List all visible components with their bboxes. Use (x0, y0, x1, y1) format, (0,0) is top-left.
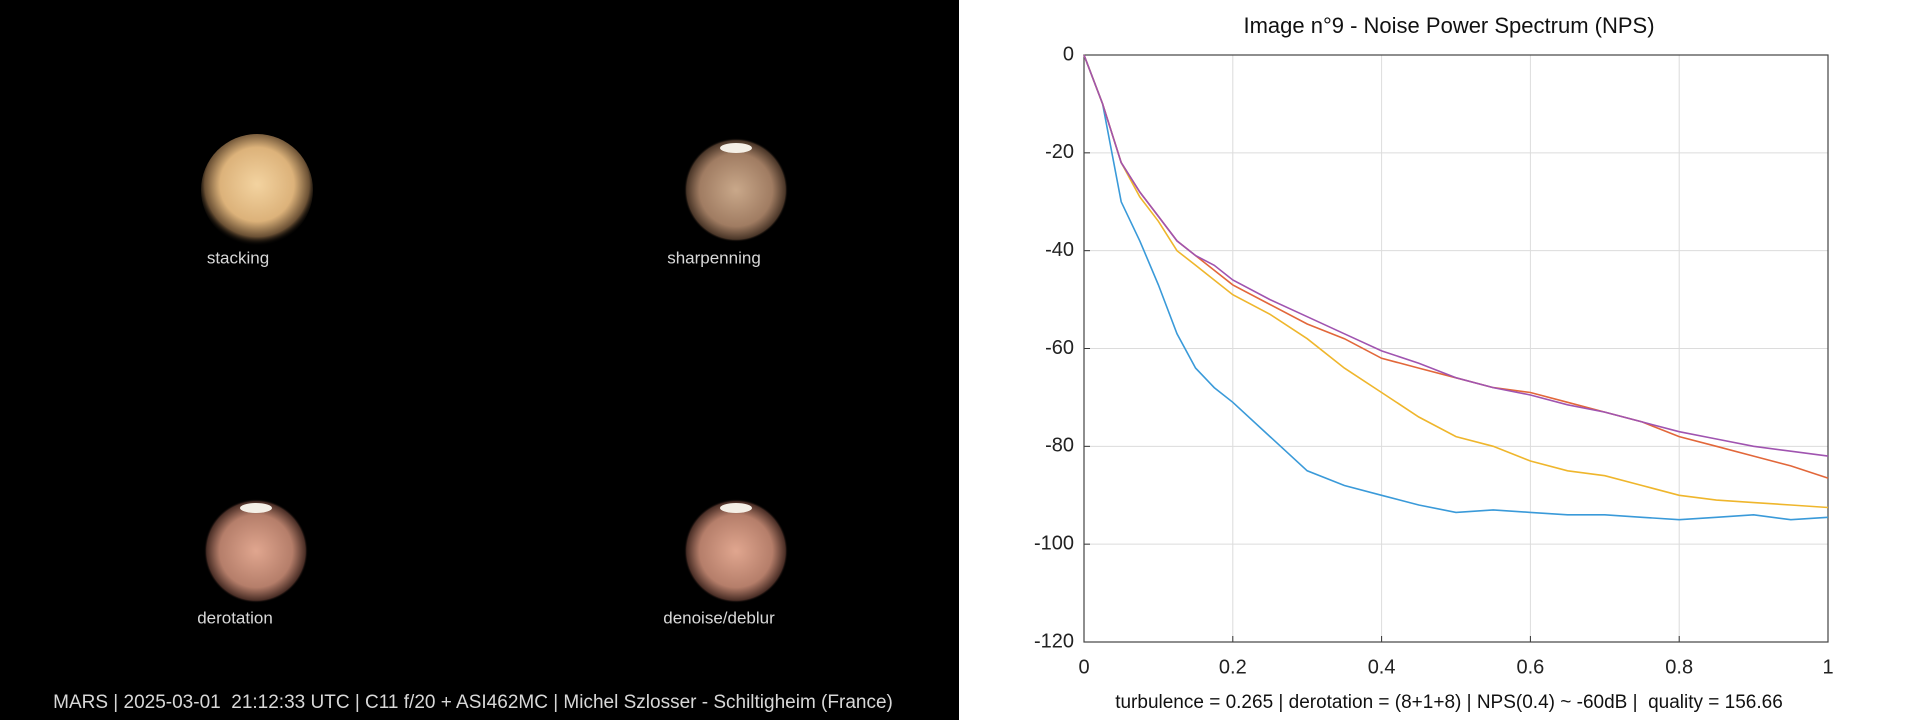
plot-frame (1083, 54, 1829, 643)
chart-panel (959, 0, 1920, 720)
x-tick-label: 0.6 (1516, 656, 1544, 678)
y-tick-label: -40 (1045, 239, 1074, 261)
planet (204, 499, 308, 603)
panel-label: denoise/deblur (663, 608, 775, 627)
planet (684, 499, 788, 603)
panel-label: sharpenning (667, 248, 761, 267)
series-line (1083, 54, 1829, 509)
y-tick-label: 0 (1063, 43, 1074, 65)
y-tick-label: -120 (1034, 630, 1074, 652)
chart-caption: turbulence = 0.265 | derotation = (8+1+8… (1115, 692, 1783, 713)
footer: MARS | 2025-03-01 21:12:33 UTC | C11 f/2… (53, 692, 893, 713)
planet (684, 138, 788, 242)
x-tick-label: 0.2 (1219, 656, 1247, 678)
planet (201, 134, 313, 246)
image-panel (0, 0, 959, 720)
x-tick-label: 0.8 (1665, 656, 1693, 678)
x-tick-label: 1 (1822, 656, 1833, 678)
y-tick-label: -60 (1045, 337, 1074, 359)
series-line (1083, 54, 1829, 521)
y-tick-label: -80 (1045, 435, 1074, 457)
y-tick-label: -100 (1034, 532, 1074, 554)
polar-cap (240, 503, 272, 513)
polar-cap (720, 503, 752, 513)
polar-cap (720, 143, 752, 153)
series-line (1083, 54, 1829, 457)
panel-label: stacking (207, 248, 269, 267)
x-tick-label: 0 (1078, 656, 1089, 678)
panel-label: derotation (197, 608, 273, 627)
y-tick-label: -20 (1045, 141, 1074, 163)
chart-title: Image n°9 - Noise Power Spectrum (NPS) (1243, 13, 1654, 38)
x-tick-label: 0.4 (1368, 656, 1396, 678)
